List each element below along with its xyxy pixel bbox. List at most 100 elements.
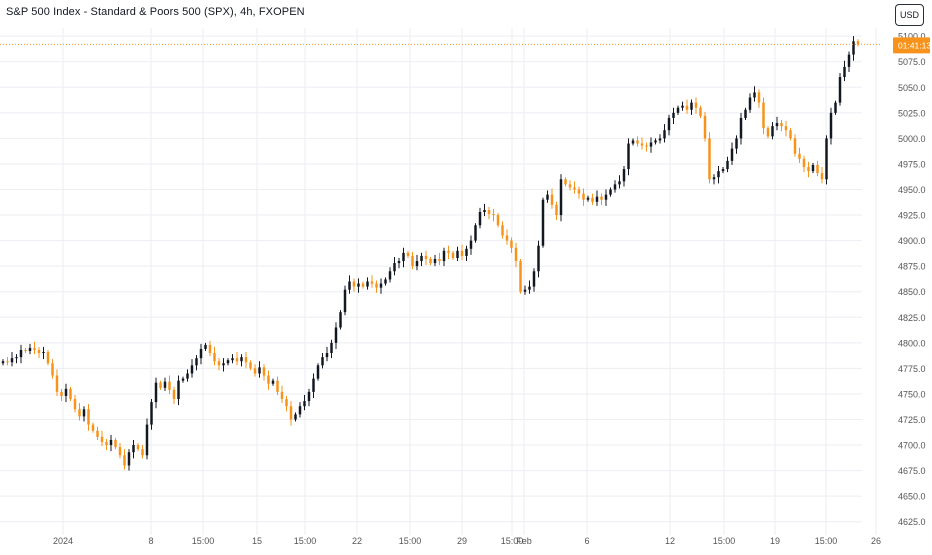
candle-body [339, 312, 342, 328]
x-tick-label: 19 [770, 536, 780, 546]
candle-body [343, 289, 347, 313]
candle-body [762, 102, 765, 129]
candle-body [424, 255, 428, 260]
candle-body [766, 128, 770, 137]
candle-body [172, 389, 176, 400]
candle-body [249, 362, 252, 369]
candle-body [546, 194, 549, 200]
candle-body [109, 439, 113, 446]
candle-body [271, 380, 275, 384]
candle-body [685, 105, 689, 110]
candle-body [397, 261, 401, 264]
candle-body [96, 430, 99, 437]
candle-body [519, 261, 522, 292]
candle-body [442, 250, 446, 262]
candle-body [280, 391, 284, 400]
candle-body [739, 117, 743, 139]
y-tick-label: 4875.0 [898, 262, 926, 272]
candle-body [645, 145, 648, 147]
candle-body [190, 365, 194, 374]
candle-body [231, 358, 234, 361]
candle-body [195, 358, 198, 366]
y-tick-label: 4925.0 [898, 211, 926, 221]
candle-body [735, 138, 738, 149]
candle-body [141, 449, 144, 456]
candle-body [253, 368, 257, 374]
candle-body [136, 445, 140, 450]
candle-body [244, 357, 248, 363]
candle-body [703, 115, 707, 139]
candle-body [60, 391, 63, 396]
candle-body [420, 255, 423, 262]
candle-body [838, 77, 842, 103]
candle-body [1, 361, 5, 364]
y-tick-label: 4775.0 [898, 364, 926, 374]
y-tick-label: 5000.0 [898, 134, 926, 144]
candle-body [379, 283, 383, 288]
candle-body [375, 283, 378, 288]
x-tick-label: 22 [352, 536, 362, 546]
candle-body [213, 353, 216, 362]
candle-body [789, 130, 792, 139]
y-tick-label: 4725.0 [898, 415, 926, 425]
candle-body [267, 375, 270, 384]
candle-body [132, 445, 135, 453]
candle-body [321, 357, 324, 366]
y-tick-label: 5050.0 [898, 83, 926, 93]
candle-body [312, 378, 315, 392]
candle-body [771, 126, 774, 137]
candle-body [91, 424, 95, 431]
candle-body [87, 409, 90, 425]
candle-body [613, 184, 617, 190]
candle-body [577, 189, 581, 194]
candle-body [474, 225, 477, 241]
x-tick-label: Feb [516, 536, 532, 546]
candle-body [829, 112, 833, 139]
candle-body [28, 347, 32, 352]
candle-body [64, 388, 68, 396]
candle-body [528, 286, 531, 290]
candle-body [631, 140, 635, 144]
candle-body [181, 378, 185, 381]
candle-body [357, 283, 360, 287]
y-tick-label: 5075.0 [898, 57, 926, 67]
y-tick-label: 4950.0 [898, 185, 926, 195]
candle-body [802, 158, 806, 168]
candle-body [505, 235, 509, 241]
currency-button[interactable]: USD [895, 4, 924, 26]
x-tick-label: 15:00 [815, 536, 838, 546]
candle-body [456, 250, 459, 258]
y-tick-label: 5100.0 [898, 32, 926, 42]
candle-body [784, 126, 788, 131]
candle-body [856, 41, 860, 45]
candle-body [208, 344, 212, 354]
candle-body [550, 194, 554, 205]
candle-body [793, 138, 797, 154]
candle-body [73, 399, 77, 410]
candle-body [15, 357, 18, 359]
candle-body [807, 167, 810, 172]
candle-body [303, 401, 306, 407]
candle-body [55, 375, 59, 392]
candle-body [114, 439, 117, 448]
candle-body [825, 138, 828, 180]
candle-body [658, 138, 662, 141]
candle-body [411, 255, 414, 267]
y-tick-label: 4675.0 [898, 466, 926, 476]
y-tick-label: 4750.0 [898, 389, 926, 399]
y-tick-label: 4800.0 [898, 338, 926, 348]
candle-body [573, 187, 576, 190]
countdown-label: 01:41:13 [898, 40, 931, 50]
candle-body [168, 381, 171, 390]
x-tick-label: 15 [252, 536, 262, 546]
candle-body [163, 381, 167, 388]
y-tick-label: 4625.0 [898, 517, 926, 527]
candle-body [154, 382, 158, 403]
candle-body [348, 281, 351, 290]
y-tick-label: 4900.0 [898, 236, 926, 246]
candle-body [559, 179, 563, 216]
y-axis[interactable]: 4625.0 4650.0 4675.0 4700.0 4725.0 4750.0 4775… [893, 32, 931, 528]
